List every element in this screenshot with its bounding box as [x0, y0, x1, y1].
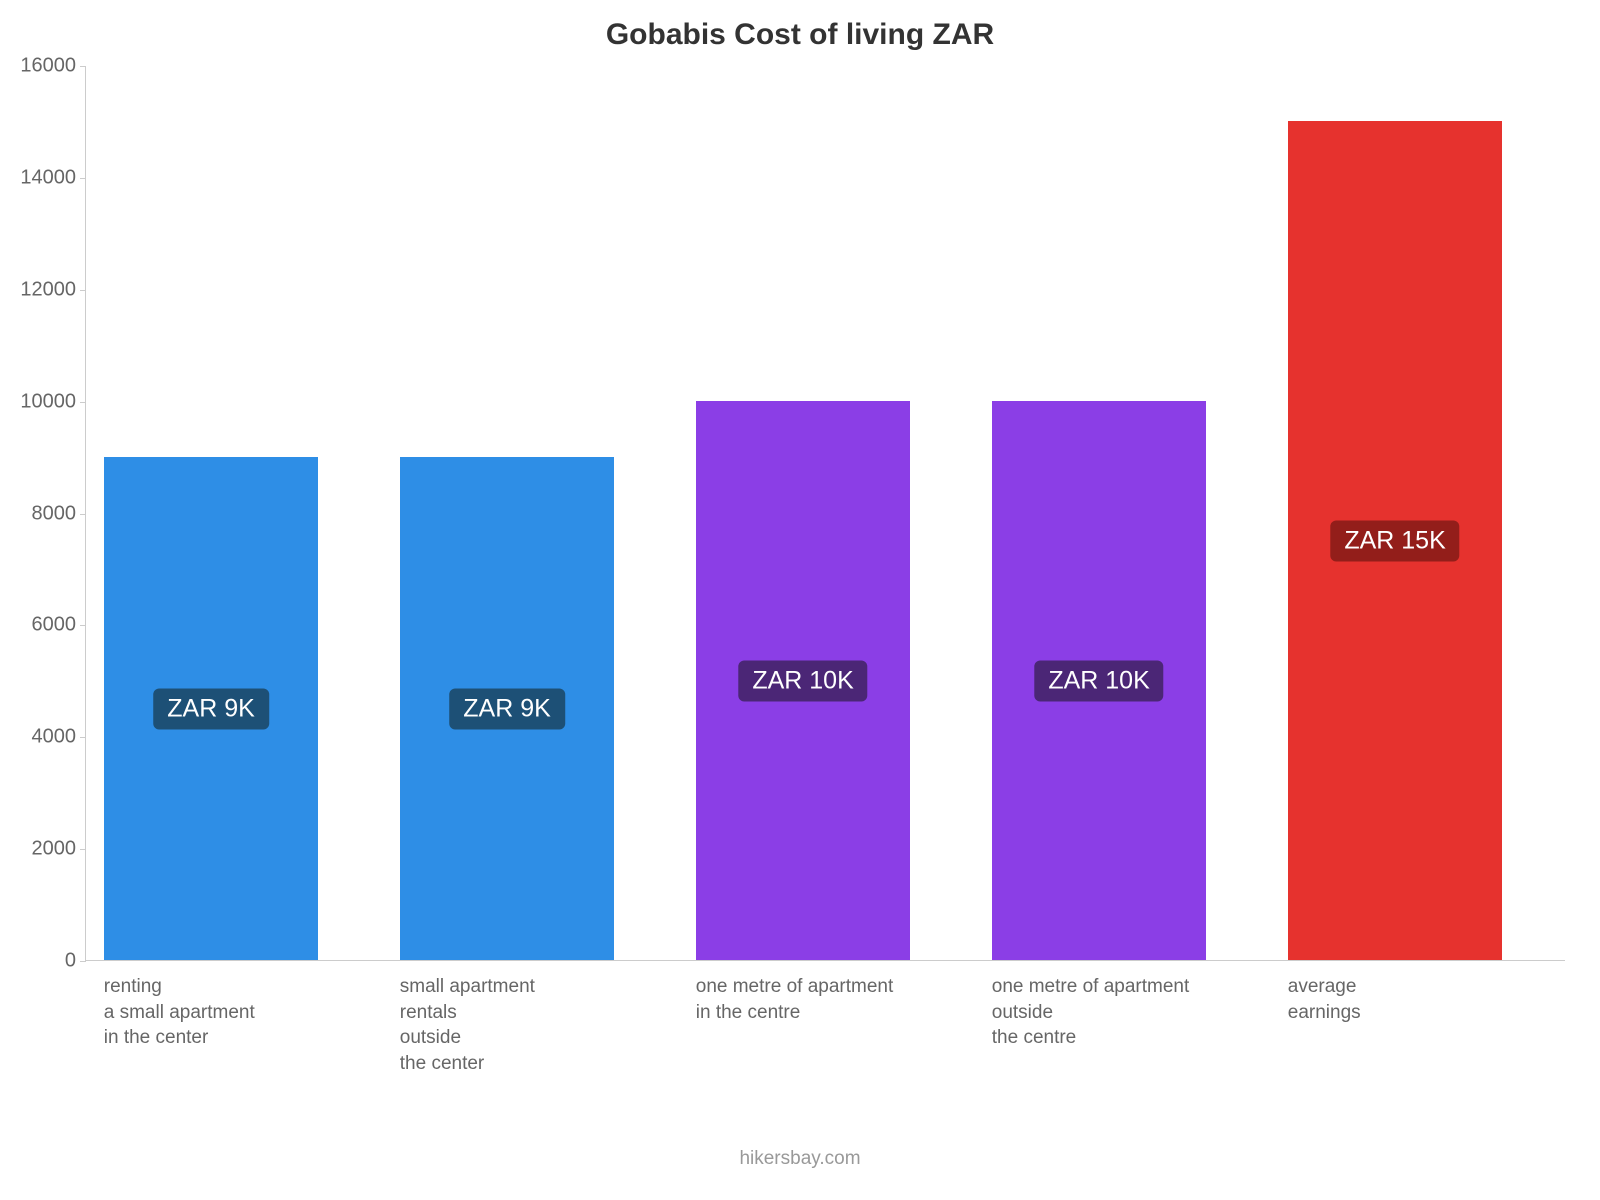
chart-title: Gobabis Cost of living ZAR	[0, 18, 1600, 52]
bar-value-label: ZAR 9K	[449, 689, 565, 730]
y-tick-label: 10000	[20, 390, 86, 413]
y-tick-label: 0	[65, 950, 86, 973]
y-tick-label: 6000	[32, 614, 87, 637]
attribution-text: hikersbay.com	[0, 1148, 1600, 1170]
bar-value-label: ZAR 10K	[1034, 661, 1163, 702]
y-tick-label: 16000	[20, 55, 86, 78]
x-axis-label: average earnings	[1288, 960, 1584, 1025]
y-tick-label: 12000	[20, 278, 86, 301]
x-axis-label: small apartment rentals outside the cent…	[400, 960, 696, 1077]
bar-value-label: ZAR 9K	[153, 689, 269, 730]
plot-area: 0200040006000800010000120001400016000ZAR…	[85, 66, 1565, 961]
y-tick-label: 2000	[32, 838, 87, 861]
bar-value-label: ZAR 15K	[1330, 521, 1459, 562]
x-axis-label: one metre of apartment outside the centr…	[992, 960, 1288, 1051]
bar-value-label: ZAR 10K	[738, 661, 867, 702]
x-axis-label: one metre of apartment in the centre	[696, 960, 992, 1025]
y-tick-label: 14000	[20, 166, 86, 189]
x-axis-label: renting a small apartment in the center	[104, 960, 400, 1051]
chart-container: Gobabis Cost of living ZAR 0200040006000…	[0, 0, 1600, 1200]
y-tick-label: 8000	[32, 502, 87, 525]
y-tick-label: 4000	[32, 726, 87, 749]
